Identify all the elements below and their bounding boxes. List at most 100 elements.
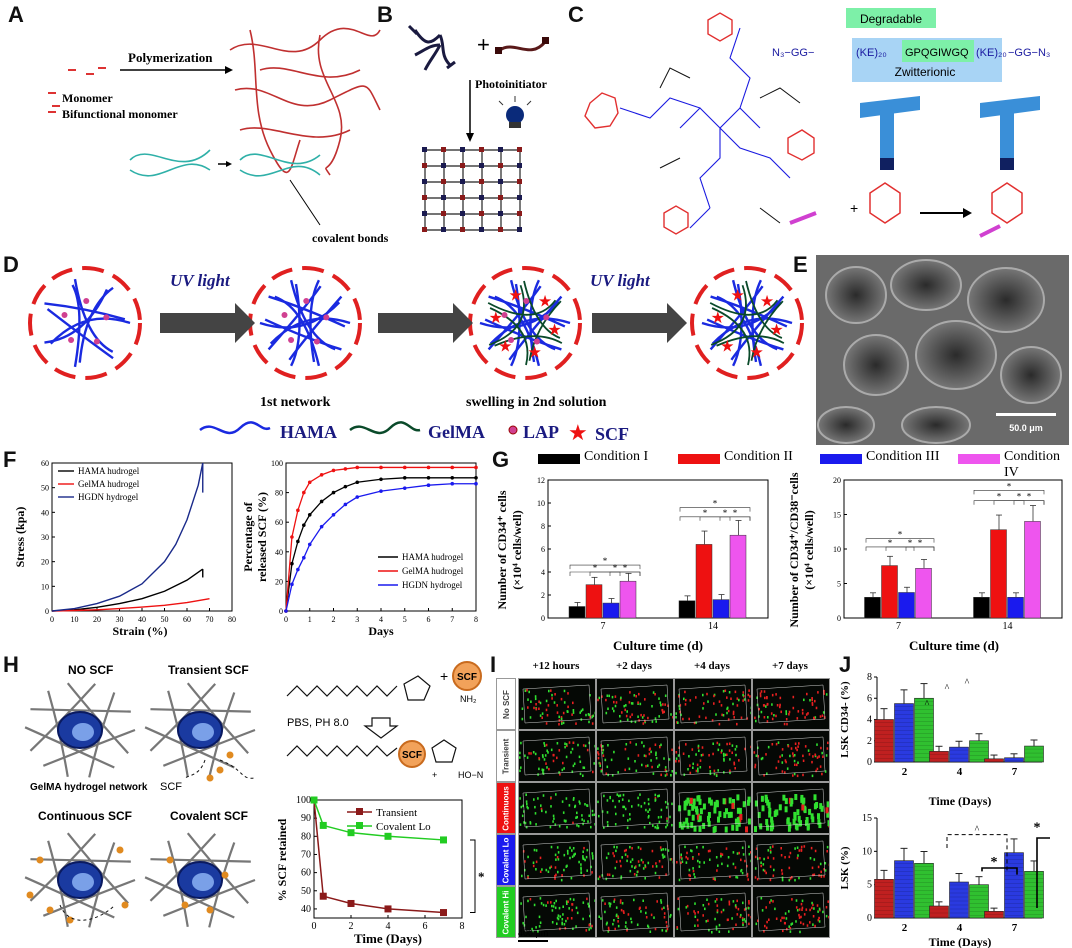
release-point	[319, 499, 324, 504]
h-legend-1: Covalent Lo	[376, 821, 431, 833]
release-point	[355, 495, 360, 499]
svg-text:50: 50	[161, 615, 169, 624]
i-scale-label: 400 μm	[518, 928, 549, 938]
scf-dot	[206, 774, 214, 782]
retained-point	[384, 905, 392, 913]
f2-legend-1: GelMA hudrogel	[402, 566, 464, 576]
retained-point	[319, 892, 327, 900]
retained-point	[347, 899, 355, 907]
release-point	[302, 555, 306, 560]
sig-star: *	[1017, 492, 1022, 502]
svg-text:15: 15	[862, 813, 872, 824]
svg-text:5: 5	[837, 580, 841, 589]
f2-ylabel-2: released SCF (%)	[255, 492, 269, 582]
i-col-header-1: +2 days	[616, 660, 652, 672]
svg-text:12: 12	[537, 476, 545, 485]
release-point	[450, 465, 455, 470]
svg-text:★: ★	[769, 322, 783, 339]
confocal-image-grid: +12 hours +2 days +4 days +7 days No SCF Tran…	[496, 656, 836, 946]
scf-dot	[46, 906, 54, 914]
bar	[602, 602, 620, 619]
i-col-header-0: +12 hours	[532, 660, 580, 672]
svg-text:6: 6	[541, 545, 545, 554]
degradable-box	[846, 8, 936, 28]
bar	[864, 597, 881, 619]
peptide-left: N₃−GG−	[772, 47, 814, 59]
svg-text:60: 60	[183, 615, 191, 624]
monomer-label: Monomer	[62, 91, 113, 105]
svg-text:10: 10	[862, 846, 872, 857]
svg-text:0: 0	[45, 607, 49, 616]
first-network-label: 1st network	[260, 395, 331, 410]
confocal-image	[596, 678, 674, 730]
release-point	[343, 502, 348, 507]
covalent-scf-label: Covalent SCF	[170, 809, 248, 823]
release-point	[450, 476, 455, 480]
release-point	[379, 477, 383, 482]
confocal-image	[752, 834, 830, 886]
g-legend-condition-3: Condition III	[866, 449, 940, 464]
confocal-image	[518, 782, 596, 834]
j-caret-2: ^	[975, 825, 980, 836]
panel-h-schematic: NO SCF Transient SCF GelMA hydrogel netw…	[24, 663, 256, 928]
release-point	[474, 476, 478, 480]
j-caret: ^	[925, 699, 930, 710]
svg-text:70: 70	[206, 615, 214, 624]
svg-text:★: ★	[538, 294, 552, 311]
j-ylabel: LSK (%)	[839, 846, 851, 889]
j-bar	[894, 860, 914, 919]
confocal-image	[518, 678, 596, 730]
confocal-image	[596, 782, 674, 834]
release-point	[355, 480, 360, 485]
scf-tag-2: SCF	[402, 750, 422, 761]
j2-xlabel: Time (Days)	[929, 935, 992, 948]
svg-text:0: 0	[541, 614, 545, 623]
svg-text:2: 2	[332, 615, 336, 624]
stress-line-2	[51, 462, 204, 612]
svg-text:10: 10	[41, 582, 49, 591]
svg-text:★: ★	[730, 288, 744, 305]
confocal-image	[596, 730, 674, 782]
release-point	[343, 484, 348, 489]
plus-h-1: +	[440, 668, 448, 684]
confocal-image	[674, 678, 752, 730]
sig-star: *	[723, 508, 728, 518]
svg-text:6: 6	[867, 693, 872, 704]
release-point	[331, 468, 336, 473]
j-bar	[969, 884, 989, 919]
continuous-scf-label: Continuous SCF	[38, 809, 132, 823]
confocal-image	[752, 730, 830, 782]
confocal-image	[596, 834, 674, 886]
confocal-image	[518, 730, 596, 782]
svg-text:★: ★	[498, 338, 512, 355]
f1-xlabel: Strain (%)	[113, 624, 168, 638]
stress-line-0	[51, 568, 204, 612]
bar	[712, 599, 730, 619]
confocal-image	[674, 782, 752, 834]
peptide-right: −GG−N₃	[1008, 47, 1050, 59]
svg-text:0: 0	[867, 757, 872, 768]
stress-strain-chart: 0 10 20 30 40 50 60 70 80 0 10 20 30 40 50 60 HAMA hudro…	[13, 459, 236, 638]
f2-legend-0: HAMA hudrogel	[402, 552, 464, 562]
release-point	[379, 489, 383, 493]
release-point	[319, 473, 324, 477]
covalent-bonds-label: covalent bonds	[312, 231, 389, 245]
scf-dot	[166, 856, 174, 864]
scf-protein-icon-2	[398, 740, 426, 768]
svg-text:10: 10	[833, 545, 841, 554]
scf-dot	[226, 751, 234, 759]
i-row-label-0: No SCF	[496, 678, 516, 730]
h-ylabel: % SCF retained	[275, 818, 289, 901]
transient-scf-label: Transient SCF	[168, 663, 249, 677]
uv-light-label-1: UV light	[170, 271, 231, 290]
lsk-bar-chart: 0 5 10 15 2 4 7 LSK (%) ^ * * Time (Days)	[839, 813, 1050, 948]
j-bar	[1024, 745, 1044, 763]
j-cat-label: 2	[902, 922, 908, 934]
i-row-label-4: Covalent Hi	[496, 886, 516, 938]
panel-label-f: F	[3, 447, 17, 472]
bar	[1007, 597, 1024, 619]
legend-scf: SCF	[595, 424, 629, 444]
f1-legend-1: GelMA hudrogel	[78, 479, 140, 489]
plus-sign-c: +	[850, 200, 858, 216]
